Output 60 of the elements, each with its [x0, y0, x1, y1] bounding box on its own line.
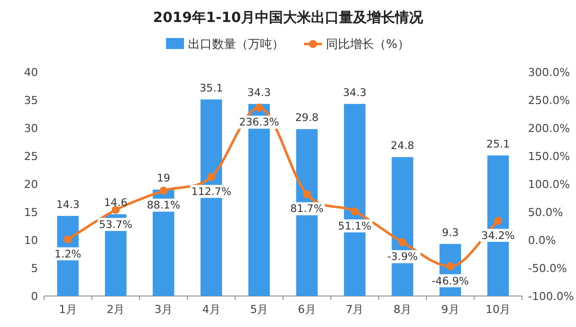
- y-tick-label: 35: [24, 94, 38, 107]
- data-label: 9.3: [442, 226, 459, 239]
- x-tick-label: 8月: [394, 303, 412, 316]
- y-tick-label: 15: [24, 206, 38, 219]
- data-label: 29.8: [295, 112, 319, 124]
- y2-tick-label: -100.0%: [528, 290, 574, 303]
- x-tick-label: 7月: [346, 303, 364, 316]
- x-tick-label: 5月: [250, 303, 268, 316]
- y2-tick-label: 250.0%: [528, 94, 570, 107]
- y2-tick-label: 50.0%: [528, 206, 563, 219]
- y-tick-label: 20: [24, 178, 38, 191]
- legend-label: 出口数量（万吨）: [188, 37, 284, 51]
- data-label: -3.9%: [387, 251, 418, 264]
- y-tick-label: 30: [24, 122, 38, 135]
- x-tick-label: 6月: [298, 303, 316, 316]
- legend-label: 同比增长（%）: [326, 37, 410, 51]
- data-label: 88.1%: [146, 200, 180, 212]
- y2-tick-label: -50.0%: [528, 262, 567, 275]
- data-label: 34.3: [343, 86, 366, 99]
- data-label: 51.1%: [338, 220, 372, 232]
- x-tick-label: 1月: [58, 303, 77, 316]
- point: [64, 235, 72, 244]
- data-label: -46.9%: [432, 275, 469, 288]
- data-label: 112.7%: [191, 186, 232, 198]
- point: [302, 190, 311, 198]
- point: [255, 104, 264, 112]
- y-tick-label: 0: [31, 290, 38, 303]
- y2-tick-label: 300.0%: [528, 66, 570, 79]
- data-label: 236.3%: [239, 116, 280, 129]
- y-tick-label: 40: [24, 66, 38, 79]
- y-tick-label: 10: [24, 234, 38, 247]
- x-tick-label: 10月: [486, 303, 511, 316]
- data-label: 53.7%: [99, 218, 132, 231]
- x-tick-label: 9月: [441, 303, 460, 316]
- x-tick-label: 2月: [106, 303, 125, 316]
- point: [350, 207, 359, 216]
- point: [160, 186, 168, 195]
- data-label: 14.6: [104, 197, 128, 210]
- y2-tick-label: 150.0%: [528, 150, 570, 163]
- y2-tick-label: 0.0%: [528, 234, 556, 247]
- data-label: 35.1: [200, 82, 223, 94]
- y-tick-label: 25: [24, 150, 38, 163]
- point: [494, 216, 502, 225]
- x-tick-label: 4月: [202, 303, 220, 316]
- data-label: 34.3: [247, 86, 271, 99]
- data-label: 24.8: [390, 140, 414, 152]
- data-label: 14.3: [56, 198, 80, 211]
- data-label: 25.1: [486, 138, 510, 150]
- data-label: 34.2%: [481, 230, 515, 242]
- y2-tick-label: 200.0%: [528, 122, 570, 135]
- data-label: 1.2%: [54, 248, 82, 260]
- point: [446, 262, 454, 270]
- point: [207, 172, 216, 181]
- x-tick-label: 3月: [154, 303, 172, 316]
- point: [398, 238, 406, 246]
- y2-tick-label: 100.0%: [528, 178, 570, 191]
- chart-title: 2019年1-10月中国大米出口量及增长情况: [153, 10, 424, 26]
- y-tick-label: 5: [31, 262, 38, 275]
- data-label: 81.7%: [290, 203, 324, 216]
- data-label: 19: [156, 172, 170, 185]
